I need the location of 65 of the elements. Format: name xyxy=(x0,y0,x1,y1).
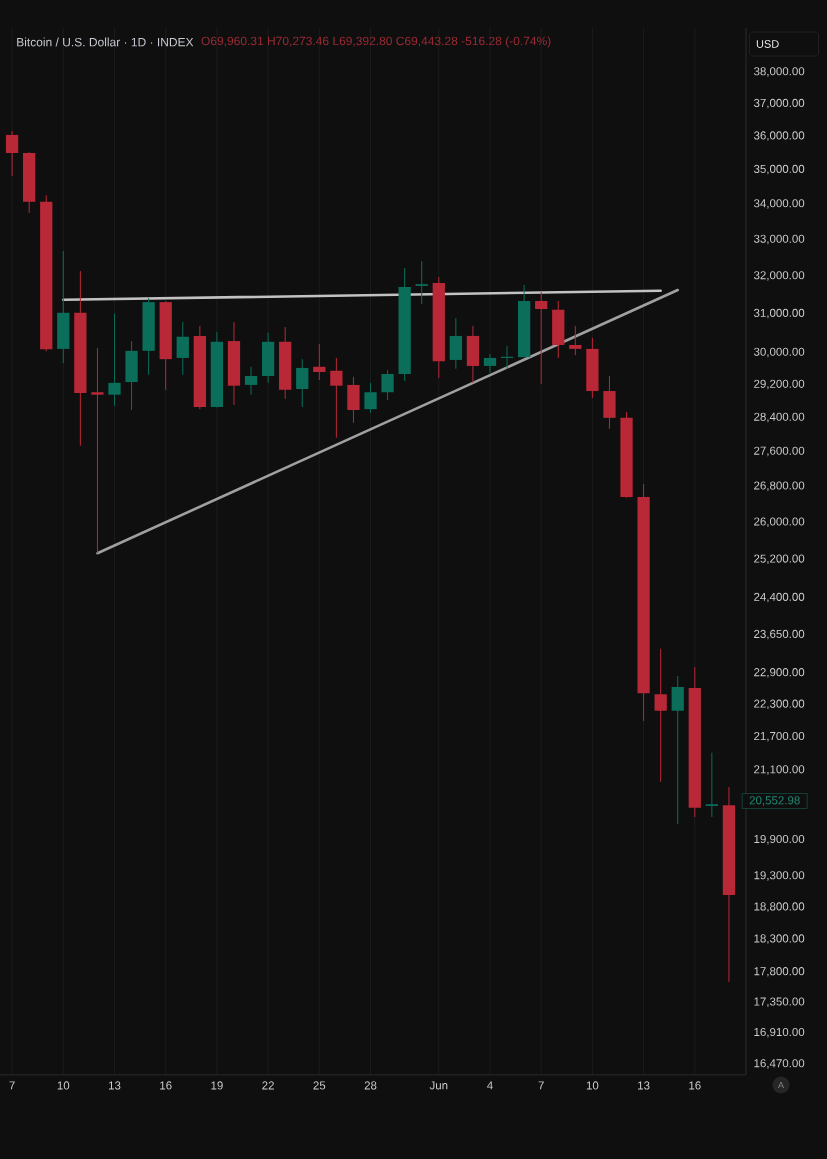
y-axis-title: USD xyxy=(756,40,779,48)
candlestick xyxy=(364,382,377,414)
y-tick-label: 36,000.00 xyxy=(753,131,805,141)
y-tick-label: 16,910.00 xyxy=(754,1027,805,1038)
x-tick-label: 25 xyxy=(313,1081,326,1090)
x-tick-label: 28 xyxy=(364,1081,377,1090)
candlestick xyxy=(381,369,394,401)
candlestick xyxy=(569,325,582,356)
y-tick-label: 18,800.00 xyxy=(754,902,805,912)
y-tick-label: 17,800.00 xyxy=(754,967,805,977)
x-tick-label: 19 xyxy=(211,1081,223,1090)
candlestick xyxy=(5,130,19,177)
x-tick-label: 4 xyxy=(487,1081,493,1090)
y-tick-label: 28,400.00 xyxy=(754,412,805,423)
y-tick-label: 18,300.00 xyxy=(754,934,805,944)
candlestick xyxy=(244,366,258,396)
candlestick xyxy=(483,353,497,374)
text: Bitcoin / U.S. Dollar · 1D · INDEX xyxy=(17,37,194,47)
y-tick-label: 19,900.00 xyxy=(754,834,805,845)
y-tick-label: 38,000.00 xyxy=(753,67,805,77)
candlestick xyxy=(535,291,548,385)
candlestick xyxy=(415,260,428,305)
x-tick-label: 7 xyxy=(538,1081,544,1090)
y-tick-label: 37,000.00 xyxy=(753,98,805,109)
x-tick-label: 10 xyxy=(586,1081,599,1090)
y-tick-label: 32,000.00 xyxy=(753,271,805,281)
candlestick xyxy=(91,347,104,554)
y-tick-label: 30,000.00 xyxy=(753,347,805,358)
text: A xyxy=(778,1081,784,1089)
y-tick-label: 35,000.00 xyxy=(753,164,805,175)
y-tick-label: 26,000.00 xyxy=(754,517,805,527)
candlestick xyxy=(296,358,309,408)
y-tick-label: 22,900.00 xyxy=(754,668,805,678)
text: O69,960.31 H70,273.46 L69,392.80 C69,443.28 -516.28 (-0.74%) xyxy=(201,36,551,48)
y-tick-label: 34,000.00 xyxy=(753,199,805,209)
y-tick-label: 29,200.00 xyxy=(754,379,805,390)
y-tick-label: 33,000.00 xyxy=(753,234,805,245)
x-tick-label: 22 xyxy=(262,1081,274,1090)
candlestick xyxy=(313,343,326,381)
y-tick-label: 16,470.00 xyxy=(754,1059,805,1069)
candlestick xyxy=(654,648,667,783)
text: 20,552.98 xyxy=(749,796,800,806)
y-tick-label: 19,300.00 xyxy=(754,871,805,881)
candlestick xyxy=(671,675,684,825)
y-tick-label: 21,700.00 xyxy=(754,731,805,742)
y-tick-label: 22,300.00 xyxy=(754,699,805,710)
candlestick xyxy=(330,357,343,439)
x-tick-label: Jun xyxy=(429,1081,448,1090)
x-tick-label: 16 xyxy=(160,1081,172,1090)
y-tick-label: 26,800.00 xyxy=(754,481,805,491)
candlestick xyxy=(705,752,719,818)
candlestick xyxy=(108,313,121,407)
y-tick-label: 27,600.00 xyxy=(754,446,805,457)
x-tick-label: 13 xyxy=(108,1081,121,1090)
y-tick-label: 25,200.00 xyxy=(754,554,805,565)
y-tick-label: 24,400.00 xyxy=(754,592,805,603)
x-tick-label: 7 xyxy=(9,1081,15,1090)
y-tick-label: 17,350.00 xyxy=(754,997,805,1007)
x-tick-label: 16 xyxy=(689,1081,701,1090)
y-tick-label: 31,000.00 xyxy=(753,308,805,319)
candlestick xyxy=(176,321,189,376)
x-tick-label: 13 xyxy=(638,1081,650,1090)
x-tick-label: 10 xyxy=(57,1081,70,1090)
y-tick-label: 23,650.00 xyxy=(754,629,805,640)
y-tick-label: 21,100.00 xyxy=(754,765,805,775)
